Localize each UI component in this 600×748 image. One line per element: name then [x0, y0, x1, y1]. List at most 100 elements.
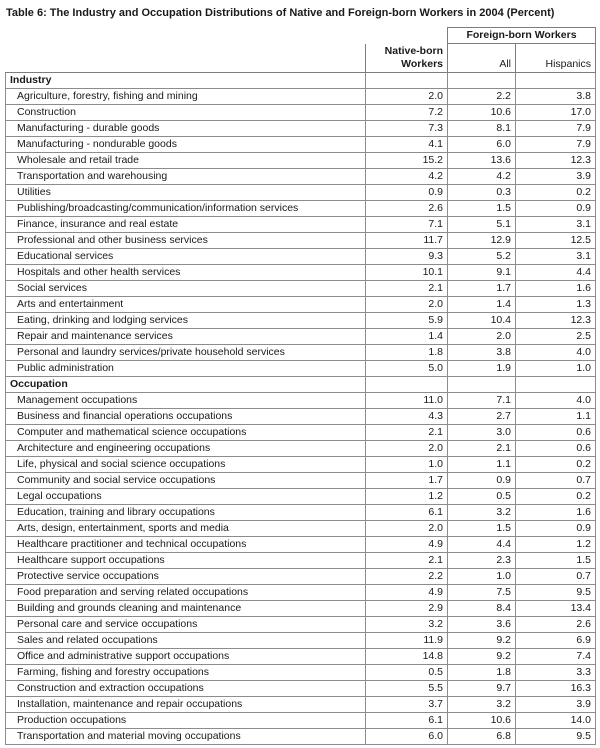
foreign-hispanics-value: 14.0: [514, 712, 597, 729]
foreign-hispanics-value: 0.2: [514, 456, 597, 473]
native-born-value: 2.2: [365, 568, 448, 585]
table-row: Social services 2.1 1.7 1.6: [5, 280, 597, 297]
table-row: Education, training and library occupati…: [5, 504, 597, 521]
foreign-hispanics-value: 3.1: [514, 248, 597, 265]
empty-all-cell: [447, 72, 516, 89]
table-row: Computer and mathematical science occupa…: [5, 424, 597, 441]
foreign-all-value: 4.4: [447, 536, 516, 553]
foreign-all-value: 9.7: [447, 680, 516, 697]
table-row: Management occupations 11.0 7.1 4.0: [5, 392, 597, 409]
row-label: Management occupations: [5, 392, 366, 409]
table-row: Utilities 0.9 0.3 0.2: [5, 184, 597, 201]
row-label: Installation, maintenance and repair occ…: [5, 696, 366, 713]
row-label: Life, physical and social science occupa…: [5, 456, 366, 473]
native-born-value: 14.8: [365, 648, 448, 665]
native-born-value: 1.7: [365, 472, 448, 489]
foreign-all-value: 2.7: [447, 408, 516, 425]
native-born-value: 2.0: [365, 296, 448, 313]
foreign-all-value: 10.4: [447, 312, 516, 329]
foreign-all-value: 3.6: [447, 616, 516, 633]
table-row: Agriculture, forestry, fishing and minin…: [5, 88, 597, 105]
foreign-all-value: 0.5: [447, 488, 516, 505]
foreign-hispanics-value: 0.7: [514, 472, 597, 489]
foreign-hispanics-value: 0.6: [514, 440, 597, 457]
foreign-hispanics-value: 13.4: [514, 600, 597, 617]
foreign-hispanics-value: 7.9: [514, 120, 597, 137]
foreign-hispanics-value: 0.9: [514, 520, 597, 537]
section-label: Industry: [5, 72, 366, 89]
foreign-all-value: 7.5: [447, 584, 516, 601]
table-row: Installation, maintenance and repair occ…: [5, 696, 597, 713]
table-row: Legal occupations 1.2 0.5 0.2: [5, 488, 597, 505]
foreign-hispanics-value: 1.6: [514, 280, 597, 297]
empty-hispanics-cell: [514, 376, 597, 393]
section-label: Occupation: [5, 376, 366, 393]
foreign-hispanics-value: 0.6: [514, 424, 597, 441]
native-born-value: 1.2: [365, 488, 448, 505]
native-born-value: 6.0: [365, 728, 448, 745]
native-born-value: 1.4: [365, 328, 448, 345]
row-label: Architecture and engineering occupations: [5, 440, 366, 457]
native-born-value: 4.9: [365, 584, 448, 601]
table-row: Building and grounds cleaning and mainte…: [5, 600, 597, 617]
row-label: Repair and maintenance services: [5, 328, 366, 345]
foreign-hispanics-value: 1.6: [514, 504, 597, 521]
row-label: Office and administrative support occupa…: [5, 648, 366, 665]
foreign-all-value: 8.1: [447, 120, 516, 137]
empty-native-cell: [365, 376, 448, 393]
foreign-hispanics-value: 3.8: [514, 88, 597, 105]
row-label: Wholesale and retail trade: [5, 152, 366, 169]
table-body: Industry Agriculture, forestry, fishing a…: [5, 72, 597, 745]
row-label: Personal care and service occupations: [5, 616, 366, 633]
foreign-all-value: 6.8: [447, 728, 516, 745]
table-row: Community and social service occupations…: [5, 472, 597, 489]
foreign-all-value: 9.1: [447, 264, 516, 281]
foreign-hispanics-value: 4.0: [514, 344, 597, 361]
foreign-all-value: 3.2: [447, 696, 516, 713]
foreign-hispanics-value: 0.9: [514, 200, 597, 217]
native-born-value: 4.2: [365, 168, 448, 185]
table-row: Wholesale and retail trade 15.2 13.6 12.3: [5, 152, 597, 169]
row-label: Finance, insurance and real estate: [5, 216, 366, 233]
col-header-native-line2: Workers: [401, 57, 443, 70]
native-born-value: 10.1: [365, 264, 448, 281]
empty-all-cell: [447, 376, 516, 393]
row-label: Professional and other business services: [5, 232, 366, 249]
foreign-hispanics-value: 16.3: [514, 680, 597, 697]
row-label: Education, training and library occupati…: [5, 504, 366, 521]
foreign-hispanics-value: 12.5: [514, 232, 597, 249]
row-label: Public administration: [5, 360, 366, 377]
native-born-value: 2.1: [365, 552, 448, 569]
table-row: Personal and laundry services/private ho…: [5, 344, 597, 361]
native-born-value: 2.0: [365, 88, 448, 105]
foreign-hispanics-value: 4.4: [514, 264, 597, 281]
row-label: Construction: [5, 104, 366, 121]
foreign-all-value: 1.8: [447, 664, 516, 681]
table-row: Architecture and engineering occupations…: [5, 440, 597, 457]
foreign-hispanics-value: 1.5: [514, 552, 597, 569]
foreign-all-value: 1.1: [447, 456, 516, 473]
foreign-hispanics-value: 12.3: [514, 152, 597, 169]
native-born-value: 15.2: [365, 152, 448, 169]
row-label: Healthcare support occupations: [5, 552, 366, 569]
row-label: Farming, fishing and forestry occupation…: [5, 664, 366, 681]
foreign-all-value: 5.1: [447, 216, 516, 233]
table-row: Publishing/broadcasting/communication/in…: [5, 200, 597, 217]
native-born-value: 2.1: [365, 424, 448, 441]
empty-native-cell: [365, 72, 448, 89]
row-label: Community and social service occupations: [5, 472, 366, 489]
native-born-value: 6.1: [365, 712, 448, 729]
foreign-all-value: 10.6: [447, 712, 516, 729]
native-born-value: 11.7: [365, 232, 448, 249]
foreign-hispanics-value: 3.3: [514, 664, 597, 681]
native-born-value: 4.9: [365, 536, 448, 553]
foreign-all-value: 0.3: [447, 184, 516, 201]
foreign-all-value: 2.0: [447, 328, 516, 345]
row-label: Educational services: [5, 248, 366, 265]
table-row: Production occupations 6.1 10.6 14.0: [5, 712, 597, 729]
industry-occupation-table: Foreign-born Workers Native-born Workers…: [5, 27, 597, 745]
foreign-hispanics-value: 1.1: [514, 408, 597, 425]
foreign-all-value: 1.5: [447, 520, 516, 537]
foreign-hispanics-value: 12.3: [514, 312, 597, 329]
